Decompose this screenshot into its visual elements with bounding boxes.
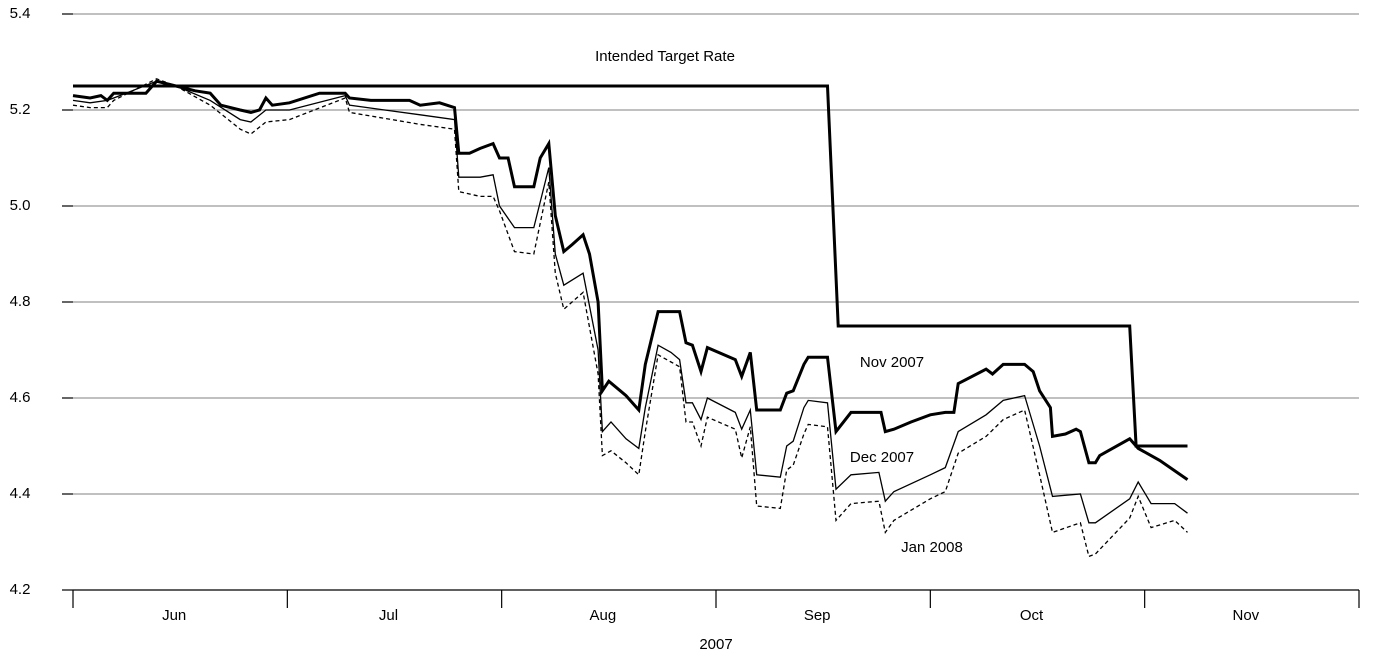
x-tick-label: Nov bbox=[1232, 607, 1259, 624]
series-line bbox=[72, 78, 1188, 558]
y-tick-label: 5.4 bbox=[10, 5, 31, 22]
y-tick-label: 4.6 bbox=[10, 389, 31, 406]
series-label: Nov 2007 bbox=[860, 354, 924, 371]
series-label: Intended Target Rate bbox=[595, 48, 735, 65]
x-tick-label: Jul bbox=[379, 607, 398, 624]
x-tick-label: Sep bbox=[804, 607, 831, 624]
x-tick-label: Aug bbox=[589, 607, 616, 624]
y-tick-label: 4.4 bbox=[10, 485, 31, 502]
x-axis-label: 2007 bbox=[699, 636, 732, 653]
y-tick-label: 4.2 bbox=[10, 581, 31, 598]
y-tick-label: 4.8 bbox=[10, 293, 31, 310]
series-line bbox=[72, 80, 1188, 524]
x-tick-label: Jun bbox=[162, 607, 186, 624]
x-tick-label: Oct bbox=[1020, 607, 1044, 624]
y-tick-label: 5.2 bbox=[10, 101, 31, 118]
series-line bbox=[72, 79, 1189, 481]
y-tick-label: 5.0 bbox=[10, 197, 31, 214]
series-label: Dec 2007 bbox=[850, 449, 914, 466]
series-line bbox=[73, 84, 1188, 448]
series-label: Jan 2008 bbox=[901, 539, 963, 556]
